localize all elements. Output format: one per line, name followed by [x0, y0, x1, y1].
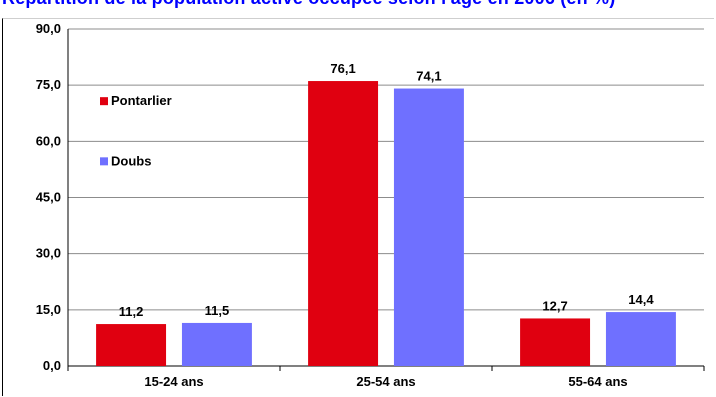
data-label: 74,1 — [416, 69, 441, 84]
y-tick-label: 30,0 — [36, 246, 61, 261]
y-tick-label: 60,0 — [36, 133, 61, 148]
y-tick-label: 75,0 — [36, 77, 61, 92]
y-tick-label: 15,0 — [36, 302, 61, 317]
y-tick-label: 45,0 — [36, 190, 61, 205]
legend-swatch-pontarlier — [100, 97, 108, 106]
legend-label-doubs: Doubs — [111, 153, 151, 168]
y-tick-label: 90,0 — [36, 21, 61, 36]
bar-pontarlier-15-24-ans — [96, 324, 167, 366]
data-label: 14,4 — [628, 292, 654, 307]
bar-pontarlier-25-54-ans — [308, 81, 379, 366]
data-label: 11,2 — [119, 304, 144, 319]
chart-title: Répartition de la population active occu… — [0, 0, 716, 18]
legend-swatch-doubs — [100, 157, 108, 166]
bar-doubs-55-64-ans — [605, 312, 676, 366]
x-tick-label: 15-24 ans — [144, 374, 203, 389]
bar-doubs-15-24-ans — [181, 322, 252, 366]
chart-frame — [2, 18, 714, 396]
bar-doubs-25-54-ans — [393, 88, 464, 366]
x-tick-label: 25-54 ans — [356, 374, 415, 389]
data-label: 12,7 — [542, 298, 567, 313]
y-tick-label: 0,0 — [43, 358, 61, 373]
bar-pontarlier-55-64-ans — [520, 318, 591, 366]
legend-label-pontarlier: Pontarlier — [111, 93, 172, 108]
x-tick-label: 55-64 ans — [568, 374, 627, 389]
data-label: 11,5 — [205, 303, 230, 318]
data-label: 76,1 — [330, 61, 355, 76]
